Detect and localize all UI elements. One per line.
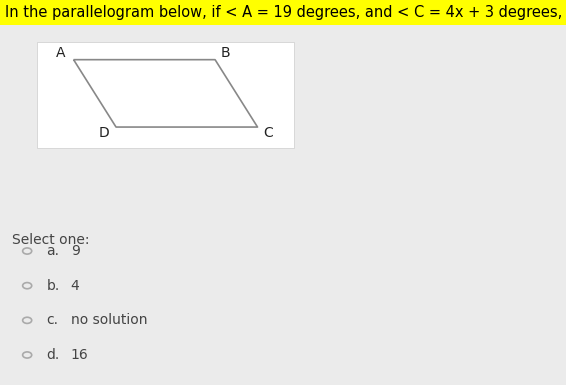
Text: c.: c. — [46, 313, 58, 327]
Text: a.: a. — [46, 244, 59, 258]
Text: no solution: no solution — [71, 313, 147, 327]
Text: 16: 16 — [71, 348, 88, 362]
Text: A: A — [57, 46, 66, 60]
FancyBboxPatch shape — [37, 42, 294, 148]
Text: C: C — [263, 126, 273, 140]
Text: In the parallelogram below, if < A = 19 degrees, and < C = 4x + 3 degrees, find : In the parallelogram below, if < A = 19 … — [5, 5, 566, 20]
Text: Select one:: Select one: — [12, 233, 90, 247]
Text: b.: b. — [46, 279, 59, 293]
Text: B: B — [220, 46, 230, 60]
Text: 9: 9 — [71, 244, 80, 258]
FancyBboxPatch shape — [0, 0, 566, 25]
Text: d.: d. — [46, 348, 59, 362]
Text: D: D — [98, 126, 109, 140]
Text: 4: 4 — [71, 279, 79, 293]
